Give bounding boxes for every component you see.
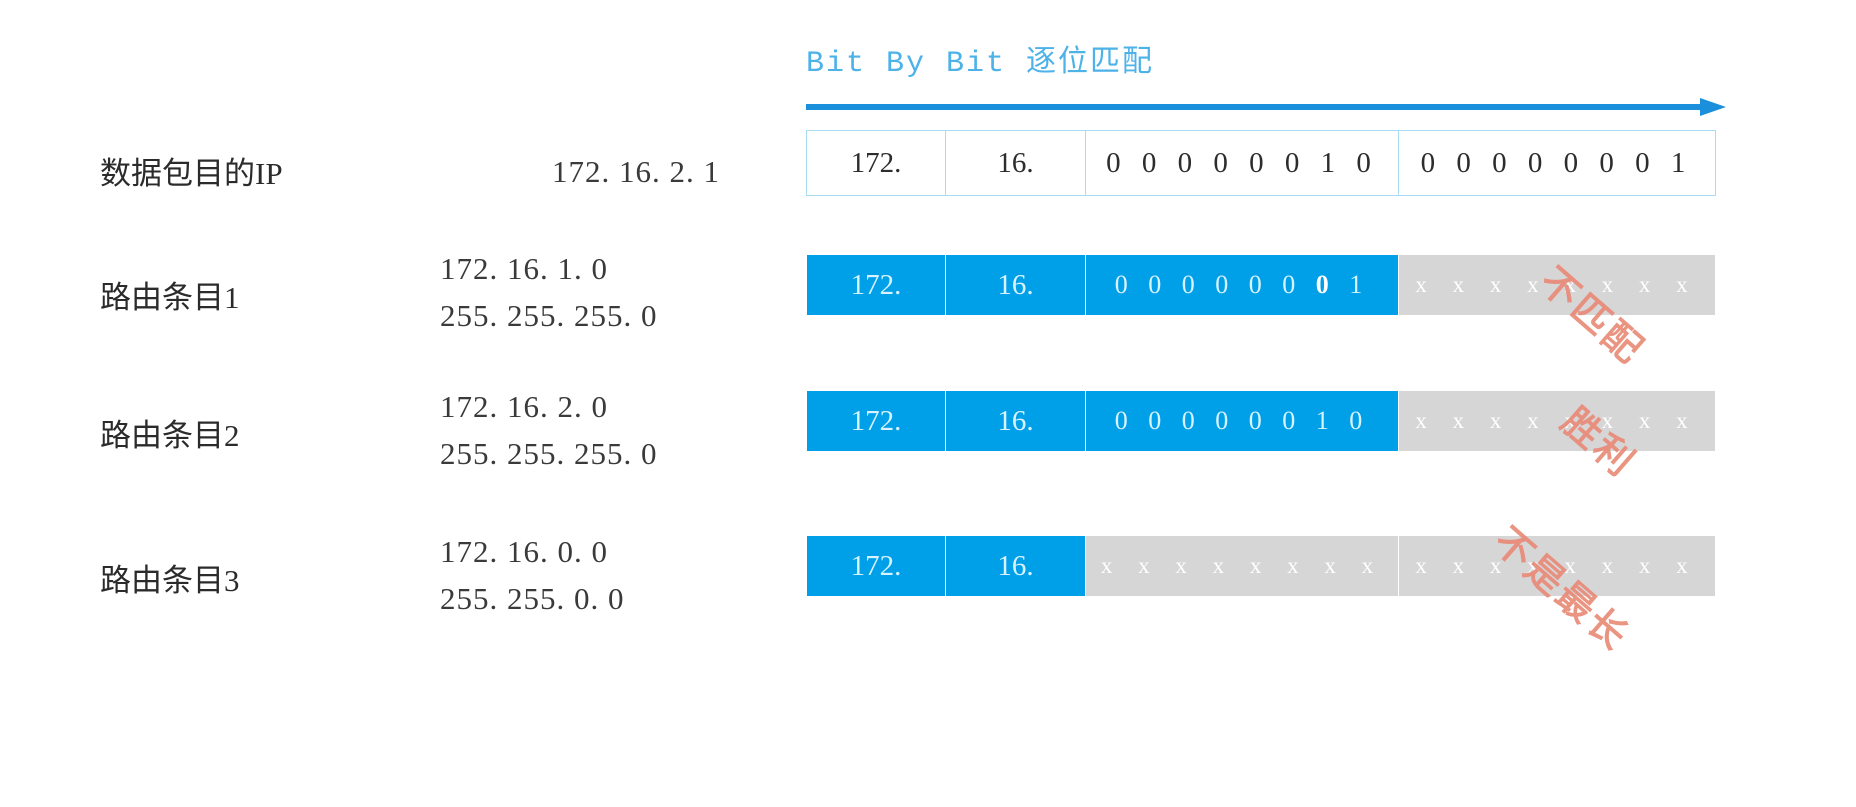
wildcard-text: x x x x x x x x — [1100, 553, 1384, 578]
row-address: 172. 16. 1. 0 255. 255. 255. 0 — [440, 245, 720, 339]
bit-strip-header: 172. 16. 0 0 0 0 0 0 1 0 0 0 0 0 0 0 0 1 — [806, 130, 1716, 196]
address-line: 172. 16. 1. 0 — [440, 251, 608, 286]
octet-text: 172. — [850, 549, 902, 582]
octet-cell-4: x x x x x x x x — [1397, 390, 1716, 452]
bit-strip-route-2: 172. 16. 0 0 0 0 0 0 1 0 x x x x x x x x — [806, 390, 1716, 452]
octet-cell-2: 16. — [944, 254, 1087, 316]
octet-cell-2: 16. — [944, 535, 1087, 597]
row-address: 172. 16. 0. 0 255. 255. 0. 0 — [440, 528, 720, 622]
bit-strip-route-3: 172. 16. x x x x x x x x x x x x x x x x — [806, 535, 1716, 597]
row-label: 路由条目1 — [100, 280, 240, 315]
octet-cell-1: 172. — [806, 254, 946, 316]
bits-text: 0 0 0 0 0 0 0 1 — [1420, 146, 1693, 179]
row-address: 172. 16. 2. 1 — [300, 148, 720, 195]
octet-cell-1: 172. — [806, 390, 946, 452]
diagram-title: Bit By Bit 逐位匹配 — [806, 47, 1155, 81]
bits-text: 0 0 0 0 0 0 0 1 — [1114, 270, 1370, 299]
wildcard-text: x x x x x x x x — [1415, 408, 1698, 433]
row-label: 路由条目3 — [100, 563, 240, 598]
wildcard-text: x x x x x x x x — [1415, 553, 1698, 578]
row-label: 路由条目2 — [100, 418, 240, 453]
row-address: 172. 16. 2. 0 255. 255. 255. 0 — [440, 383, 720, 477]
octet-cell-4: 0 0 0 0 0 0 0 1 — [1397, 130, 1716, 196]
mask-line: 255. 255. 255. 0 — [440, 298, 658, 334]
octet-cell-4: x x x x x x x x — [1397, 254, 1716, 316]
octet-cell-3: x x x x x x x x — [1085, 535, 1399, 597]
octet-text: 172. — [850, 146, 902, 179]
octet-cell-2: 16. — [944, 130, 1087, 196]
address-line: 172. 16. 2. 0 — [440, 389, 608, 424]
octet-text: 172. — [850, 268, 902, 301]
arrow-head-icon — [1700, 98, 1726, 116]
arrow-line — [806, 104, 1702, 110]
octet-cell-1: 172. — [806, 130, 946, 196]
octet-text: 16. — [997, 268, 1034, 301]
octet-cell-4: x x x x x x x x — [1397, 535, 1716, 597]
wildcard-text: x x x x x x x x — [1415, 272, 1698, 297]
octet-text: 16. — [997, 404, 1034, 437]
mask-line: 255. 255. 0. 0 — [440, 581, 625, 617]
address-line: 172. 16. 0. 0 — [440, 534, 608, 569]
octet-cell-1: 172. — [806, 535, 946, 597]
octet-cell-3: 0 0 0 0 0 0 1 0 — [1085, 390, 1399, 452]
row-label: 数据包目的IP — [100, 156, 283, 191]
octet-text: 172. — [850, 404, 902, 437]
bit-strip-route-1: 172. 16. 0 0 0 0 0 0 0 1 x x x x x x x x — [806, 254, 1716, 316]
bits-text: 0 0 0 0 0 0 1 0 — [1106, 146, 1378, 179]
octet-text: 16. — [997, 549, 1034, 582]
octet-cell-2: 16. — [944, 390, 1087, 452]
octet-cell-3: 0 0 0 0 0 0 0 1 — [1085, 254, 1399, 316]
address-line: 172. 16. 2. 1 — [552, 154, 720, 189]
bits-text: 0 0 0 0 0 0 1 0 — [1114, 406, 1370, 435]
mask-line: 255. 255. 255. 0 — [440, 436, 658, 472]
octet-cell-3: 0 0 0 0 0 0 1 0 — [1085, 130, 1399, 196]
octet-text: 16. — [997, 146, 1034, 179]
left-to-right-arrow — [806, 98, 1726, 116]
